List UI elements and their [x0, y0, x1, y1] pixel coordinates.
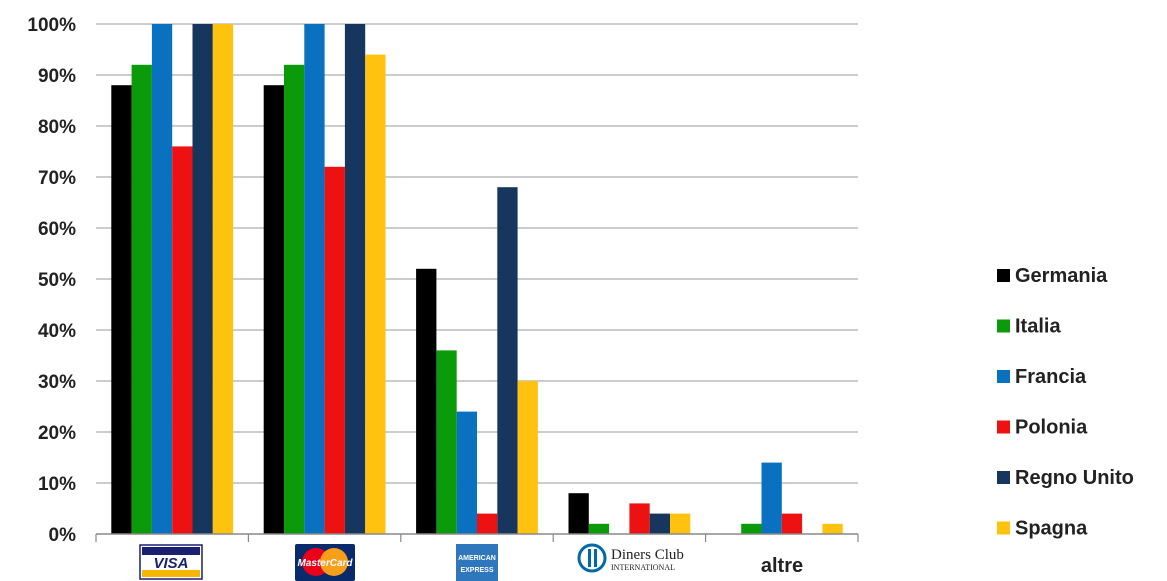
legend-label: Germania [1015, 265, 1108, 287]
bar [365, 54, 386, 534]
y-tick-label: 30% [38, 372, 76, 393]
amex-logo-text-2: EXPRESS [460, 567, 493, 574]
legend-label: Regno Unito [1015, 467, 1134, 489]
bar [568, 493, 589, 534]
bar [111, 85, 132, 534]
y-tick-label: 0% [49, 525, 77, 546]
legend-swatch [997, 319, 1010, 333]
bar [212, 24, 234, 534]
bar [131, 64, 152, 535]
bar [151, 24, 173, 534]
y-tick-label: 100% [27, 15, 76, 36]
category-logo-mastercard: MasterCard [295, 544, 355, 581]
bar [192, 24, 213, 534]
y-tick-label: 90% [38, 66, 76, 87]
y-tick-label: 20% [38, 423, 76, 444]
x-axis [95, 533, 859, 542]
bar [670, 513, 691, 534]
visa-logo-text: VISA [153, 555, 188, 572]
legend-label: Italia [1015, 316, 1061, 338]
bar [284, 64, 305, 535]
y-tick-label: 10% [38, 474, 76, 495]
bars [111, 24, 843, 535]
bar [304, 24, 325, 534]
bar [324, 166, 345, 535]
y-axis-ticks: 0% 10% 20% 30% 40% 50% 60% 70% 80% 90% 100% [27, 15, 76, 546]
legend-label: Francia [1015, 366, 1087, 388]
bar [588, 523, 610, 534]
legend-swatch [997, 420, 1010, 434]
bar [497, 187, 518, 534]
legend-label: Spagna [1015, 518, 1088, 540]
legend-swatch [997, 471, 1010, 484]
bar [761, 462, 782, 534]
diners-logo-text-2: INTERNATIONAL [611, 563, 675, 572]
y-tick-label: 50% [38, 270, 76, 291]
category-label-altre: altre [761, 555, 803, 577]
bar [629, 503, 650, 534]
category-logo-visa: VISA [139, 544, 203, 580]
amex-logo-text-1: AMERICAN [458, 555, 496, 562]
bar [649, 513, 670, 534]
bar [416, 268, 437, 534]
bar [741, 523, 762, 534]
legend-swatch [997, 521, 1010, 535]
y-tick-label: 60% [38, 219, 76, 240]
bar [822, 523, 843, 534]
y-tick-label: 70% [38, 168, 76, 189]
bar [517, 381, 538, 534]
bar [781, 513, 803, 534]
bar [172, 146, 193, 534]
category-logo-diners: Diners Club INTERNATIONAL [577, 543, 684, 573]
y-tick-label: 80% [38, 117, 76, 138]
y-tick-label: 40% [38, 321, 76, 342]
category-logo-amex: AMERICAN EXPRESS [456, 544, 498, 581]
legend-swatch [997, 370, 1010, 383]
bar [477, 513, 498, 534]
diners-logo-text-1: Diners Club [611, 547, 684, 563]
bar [263, 85, 284, 534]
bar [456, 411, 477, 534]
legend-label: Polonia [1015, 417, 1088, 439]
bar [436, 350, 457, 534]
bar [344, 24, 366, 534]
legend: Germania Italia Francia Polonia Regno Unito S… [997, 265, 1134, 540]
mastercard-logo-text: MasterCard [297, 558, 353, 569]
legend-swatch [997, 269, 1010, 282]
